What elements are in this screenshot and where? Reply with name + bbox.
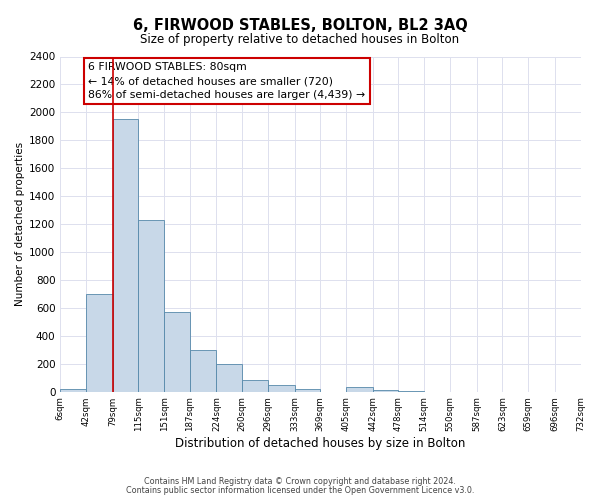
Bar xyxy=(295,389,320,392)
Bar xyxy=(242,380,268,392)
Bar xyxy=(346,387,373,392)
Bar xyxy=(164,312,190,392)
Text: Contains public sector information licensed under the Open Government Licence v3: Contains public sector information licen… xyxy=(126,486,474,495)
Bar xyxy=(398,391,424,392)
Text: 6 FIRWOOD STABLES: 80sqm
← 14% of detached houses are smaller (720)
86% of semi-: 6 FIRWOOD STABLES: 80sqm ← 14% of detach… xyxy=(88,62,365,100)
Text: Contains HM Land Registry data © Crown copyright and database right 2024.: Contains HM Land Registry data © Crown c… xyxy=(144,477,456,486)
Bar xyxy=(190,350,217,392)
Bar xyxy=(268,386,295,392)
Bar xyxy=(60,389,86,392)
Bar xyxy=(373,390,398,392)
Text: 6, FIRWOOD STABLES, BOLTON, BL2 3AQ: 6, FIRWOOD STABLES, BOLTON, BL2 3AQ xyxy=(133,18,467,32)
Bar xyxy=(139,220,164,392)
Text: Size of property relative to detached houses in Bolton: Size of property relative to detached ho… xyxy=(140,32,460,46)
X-axis label: Distribution of detached houses by size in Bolton: Distribution of detached houses by size … xyxy=(175,437,466,450)
Bar xyxy=(86,294,113,392)
Y-axis label: Number of detached properties: Number of detached properties xyxy=(15,142,25,306)
Bar xyxy=(217,364,242,392)
Bar xyxy=(113,120,139,392)
